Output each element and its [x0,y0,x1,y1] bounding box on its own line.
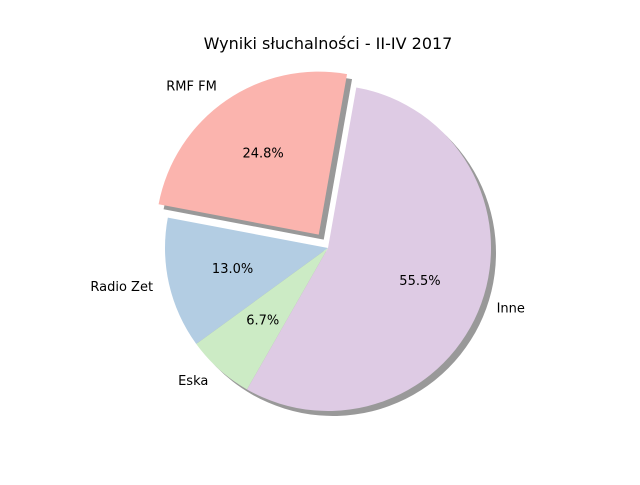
slice-inne [246,87,491,412]
slice-radio-zet [165,217,328,344]
slice-label-inne: Inne [497,302,525,317]
slice-eska [196,248,328,390]
slice-label-eska: Eska [178,374,208,389]
slice-value-radio-zet: 13.0% [212,262,253,277]
slice-label-radio-zet: Radio Zet [90,280,153,295]
slice-value-inne: 55.5% [399,274,440,289]
slice-value-eska: 6.7% [246,313,279,328]
slice-value-rmf-fm: 24.8% [242,147,283,162]
slices [158,71,491,412]
chart-title: Wyniki słuchalności - II-IV 2017 [204,34,453,53]
slice-label-rmf-fm: RMF FM [166,80,217,95]
slice-rmf-fm [158,71,348,235]
slice-labels: RMF FM 24.8% Radio Zet 13.0% Eska 6.7% Inne 55.… [90,80,525,389]
